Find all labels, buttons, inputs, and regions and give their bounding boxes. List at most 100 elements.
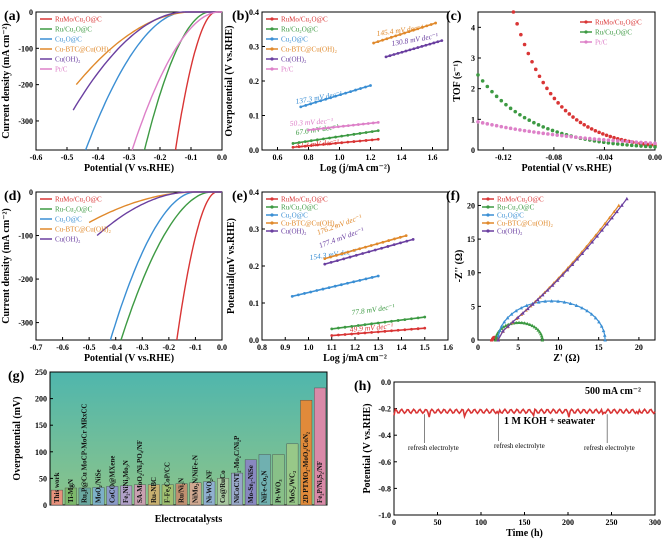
tafel-point <box>359 87 362 90</box>
nyquist-point <box>603 338 607 342</box>
tafel-point <box>290 294 294 298</box>
nyquist-point <box>555 278 560 282</box>
nyquist-point <box>620 203 624 207</box>
tof-point <box>567 112 572 116</box>
curve-green <box>120 191 212 341</box>
tafel-point <box>394 34 398 38</box>
legend-entry: Ru/Cu₂O@C <box>281 204 318 212</box>
tafel-point <box>381 38 384 42</box>
y-tick-label: -0.8 <box>378 484 391 493</box>
y-tick-label: 150 <box>35 421 47 430</box>
x-axis-label: Time (h) <box>506 528 543 539</box>
tafel-point <box>363 323 367 327</box>
x-tick-label: 250 <box>606 518 618 527</box>
tof-point <box>606 138 611 142</box>
tof-point <box>653 145 657 149</box>
tafel-point <box>440 39 444 43</box>
x-tick-label: -0.3 <box>123 153 136 162</box>
tafel-point <box>352 132 356 136</box>
y-tick-label: 3 <box>471 54 475 63</box>
y-tick-label: 0.3 <box>249 225 259 234</box>
y-tick-label: 5 <box>471 302 475 311</box>
tof-point <box>629 143 634 148</box>
tafel-point <box>340 134 344 138</box>
nyquist-point <box>607 215 612 220</box>
nyquist-point <box>605 222 609 226</box>
bar-category-label: Fe₂NiNi₃Mo₃N <box>122 460 130 503</box>
nyquist-point <box>537 300 541 304</box>
tof-point <box>522 42 527 47</box>
x-tick-label: 0.0 <box>217 343 227 352</box>
tafel-point <box>392 53 396 56</box>
legend-entry: Ru-Cu₂O@C <box>55 206 93 214</box>
y-tick-label: 200 <box>35 395 47 404</box>
x-tick-label: 0.6 <box>273 153 283 162</box>
bar-category-label: Pt-WO₃ <box>275 480 283 503</box>
tafel-point <box>364 277 368 281</box>
tof-point <box>527 129 532 134</box>
tafel-point <box>381 240 385 244</box>
bar <box>203 481 216 506</box>
nyquist-point <box>556 299 560 303</box>
legend-marker <box>486 221 490 225</box>
tafel-point <box>346 281 349 285</box>
bar <box>286 443 299 506</box>
x-tick-label: 300 <box>649 518 661 527</box>
x-axis-label: Log (j/mA cm⁻²) <box>320 163 390 174</box>
tof-point <box>541 131 546 136</box>
legend-entry: RuMo/Cu₂O@C <box>55 196 102 204</box>
x-tick-label: 1.4 <box>397 153 407 162</box>
tafel-point <box>319 99 323 103</box>
tof-point <box>597 137 601 142</box>
tof-point <box>511 10 516 14</box>
bar-category-label: Co@RuCo <box>219 470 227 503</box>
legend-entry: RuMo/Cu₂O@C <box>55 16 102 24</box>
refresh-annotation: refresh electrolyte <box>408 444 459 452</box>
y-tick-label: 0 <box>29 8 33 17</box>
tof-point <box>527 118 532 123</box>
tafel-point <box>376 321 380 325</box>
tof-point <box>625 143 629 147</box>
nyquist-point <box>589 312 594 316</box>
nyquist-point <box>549 299 554 303</box>
tof-point <box>536 123 541 127</box>
nyquist-point <box>502 320 507 324</box>
x-tick-label: 20 <box>635 343 643 352</box>
x-tick-label: -0.2 <box>154 153 167 162</box>
y-axis-label: Current density (mA cm⁻²) <box>1 208 12 324</box>
nyquist-point <box>536 328 541 332</box>
legend-entry: Cu-BTC@Cu(OH)₂ <box>497 220 554 228</box>
y-tick-label: 0.2 <box>249 262 259 271</box>
x-tick-label: -0.4 <box>92 153 105 162</box>
tafel-point <box>398 33 402 36</box>
tof-point <box>648 144 653 149</box>
tof-point <box>494 123 499 128</box>
legend-marker <box>584 40 588 44</box>
y-tick-label: 1 <box>471 115 475 124</box>
nyquist-point <box>615 209 619 214</box>
legend-entry: RuMo/Cu₂O@C <box>595 19 642 27</box>
tof-point <box>533 67 538 72</box>
tafel-point <box>354 88 357 92</box>
plot-background <box>49 371 328 506</box>
nyquist-point <box>602 333 607 337</box>
tafel-point <box>404 49 408 53</box>
x-axis-label: Z' (Ω) <box>553 353 580 364</box>
nyquist-point <box>496 338 500 342</box>
tafel-point <box>291 145 295 149</box>
tof-point <box>550 132 555 137</box>
y-axis-label: Overpotential (V vs.RHE) <box>224 25 235 136</box>
tafel-point <box>428 42 432 46</box>
nyquist-point <box>599 324 604 328</box>
tafel-point <box>364 85 367 89</box>
y-tick-label: -100 <box>18 44 33 53</box>
tafel-point <box>393 237 396 241</box>
tafel-point <box>346 133 350 137</box>
tafel-point <box>356 324 360 327</box>
bar <box>92 487 105 506</box>
tof-point <box>518 112 522 117</box>
tafel-point <box>399 241 402 245</box>
axes-frame-d <box>35 191 223 341</box>
panel-label-a: (a) <box>4 9 21 24</box>
y-tick-label: 50 <box>39 474 47 483</box>
